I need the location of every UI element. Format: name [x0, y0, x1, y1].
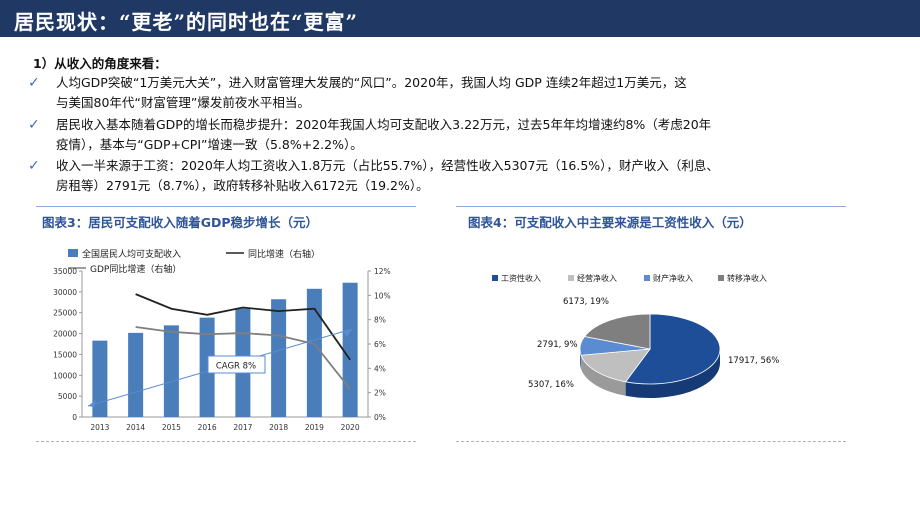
right-tick-label: 8%: [374, 316, 386, 325]
gdp-growth-line: [135, 326, 351, 390]
fig3-top-rule: [36, 206, 416, 207]
pie-slice-business: [580, 348, 651, 383]
cagr-box: [207, 355, 266, 374]
income-bar: [342, 282, 358, 417]
x-tick-label: 2018: [269, 423, 288, 432]
income-gdp-combo-chart: 全国居民人均可支配收入 同比增速（右轴） GDP同比增速（右轴） 0 5000 10…: [53, 248, 391, 432]
legend-label-property: 财产净收入: [653, 273, 693, 283]
legend-label-growth: 同比增速（右轴）: [248, 248, 320, 260]
bullet-2: ✓ 居民收入基本随着GDP的增长而稳步提升：2020年我国人均可支配收入3.22…: [28, 115, 888, 155]
right-tick-label: 0%: [374, 413, 386, 422]
x-tick-label: 2017: [233, 423, 252, 432]
left-tick-label: 15000: [53, 350, 77, 359]
legend-swatch-property: [644, 275, 650, 281]
fig4-bottom-rule: [456, 441, 846, 442]
growth-line: [135, 293, 351, 361]
legend-label-transfer: 转移净收入: [727, 273, 767, 283]
left-tick-label: 0: [72, 413, 77, 422]
legend-label-business: 经营净收入: [577, 273, 617, 283]
left-tick-label: 35000: [53, 267, 77, 276]
legend-label-wage: 工资性收入: [501, 273, 541, 283]
legend-swatch-wage: [492, 275, 498, 281]
x-tick-label: 2020: [341, 423, 360, 432]
x-tick-label: 2019: [305, 423, 324, 432]
income-bar: [271, 299, 287, 417]
fig3-bottom-rule: [36, 441, 416, 442]
data-label-property: 2791, 9%: [537, 340, 578, 350]
page-title: 居民现状：“更老”的同时也在“更富”: [14, 10, 359, 34]
cagr-label: CAGR 8%: [216, 362, 256, 372]
income-source-pie-chart: 工资性收入 经营净收入 财产净收入 转移净收入 17917, 56% 5307, 16%…: [492, 273, 779, 398]
pie-slice-wage: [624, 313, 721, 385]
chart-legend: 全国居民人均可支配收入 同比增速（右轴） GDP同比增速（右轴）: [68, 248, 320, 275]
right-tick-label: 2%: [374, 389, 386, 398]
arrow-head-icon: [343, 329, 352, 337]
title-bar: 居民现状：“更老”的同时也在“更富”: [0, 0, 920, 37]
x-tick-label: 2016: [198, 423, 217, 432]
left-tick-label: 20000: [53, 330, 77, 339]
left-tick-label: 25000: [53, 309, 77, 318]
arrow-head-icon: [88, 400, 96, 407]
chart-legend: 工资性收入 经营净收入 财产净收入 转移净收入: [492, 273, 767, 283]
legend-swatch-income: [68, 249, 78, 257]
legend-label-income: 全国居民人均可支配收入: [82, 248, 181, 260]
pie-side-wage: [625, 349, 720, 398]
legend-swatch-transfer: [718, 275, 724, 281]
legend-swatch-business: [568, 275, 574, 281]
bullet-1-line-2: 与美国80年代“财富管理”爆发前夜水平相当。: [56, 95, 310, 110]
fig3-title: 图表3：居民可支配收入随着GDP稳步增长（元）: [42, 215, 318, 230]
left-tick-label: 10000: [53, 371, 77, 380]
x-tick-label: 2015: [162, 423, 181, 432]
section-heading: 1）从收入的角度来看：: [33, 56, 167, 71]
bullet-1-line-1: 人均GDP突破“1万美元大关”，进入财富管理大发展的“风口”。2020年，我国人…: [56, 75, 687, 90]
pie-slice-transfer: [583, 313, 651, 350]
bullet-2-line-2: 疫情），基本与“GDP+CPI”增速一致（5.8%+2.2%）。: [56, 137, 363, 152]
x-tick-label: 2014: [126, 423, 145, 432]
cagr-callout: CAGR 8%: [87, 328, 353, 407]
right-tick-label: 12%: [374, 267, 391, 276]
checkmark-icon: ✓: [28, 158, 40, 174]
data-label-business: 5307, 16%: [528, 380, 574, 390]
fig4-title: 图表4：可支配收入中主要来源是工资性收入（元）: [468, 215, 752, 230]
income-bar: [199, 317, 215, 417]
bullet-3: ✓ 收入一半来源于工资：2020年人均工资收入1.8万元（占比55.7%），经营…: [28, 156, 888, 196]
right-tick-label: 6%: [374, 340, 386, 349]
checkmark-icon: ✓: [28, 75, 40, 91]
right-tick-label: 10%: [374, 291, 391, 300]
pie-side-property: [580, 349, 582, 370]
left-tick-label: 30000: [53, 288, 77, 297]
data-label-wage: 17917, 56%: [728, 356, 779, 366]
bullet-3-line-2: 房租等）2791元（8.7%），政府转移补贴收入6172元（19.2%）。: [56, 178, 429, 193]
x-tick-label: 2013: [90, 423, 109, 432]
legend-label-gdp: GDP同比增速（右轴）: [90, 263, 181, 275]
income-bar: [92, 340, 108, 417]
bullet-1: ✓ 人均GDP突破“1万美元大关”，进入财富管理大发展的“风口”。2020年，我…: [28, 73, 888, 113]
income-bar: [306, 288, 322, 417]
bullet-3-line-1: 收入一半来源于工资：2020年人均工资收入1.8万元（占比55.7%），经营性收…: [56, 158, 719, 173]
fig4-top-rule: [456, 206, 846, 207]
right-tick-label: 4%: [374, 364, 386, 373]
income-bar: [128, 332, 144, 417]
income-bar: [163, 325, 179, 417]
bullet-2-line-1: 居民收入基本随着GDP的增长而稳步提升：2020年我国人均可支配收入3.22万元…: [56, 117, 712, 132]
data-label-transfer: 6173, 19%: [563, 297, 609, 307]
checkmark-icon: ✓: [28, 117, 40, 133]
left-tick-label: 5000: [58, 392, 77, 401]
